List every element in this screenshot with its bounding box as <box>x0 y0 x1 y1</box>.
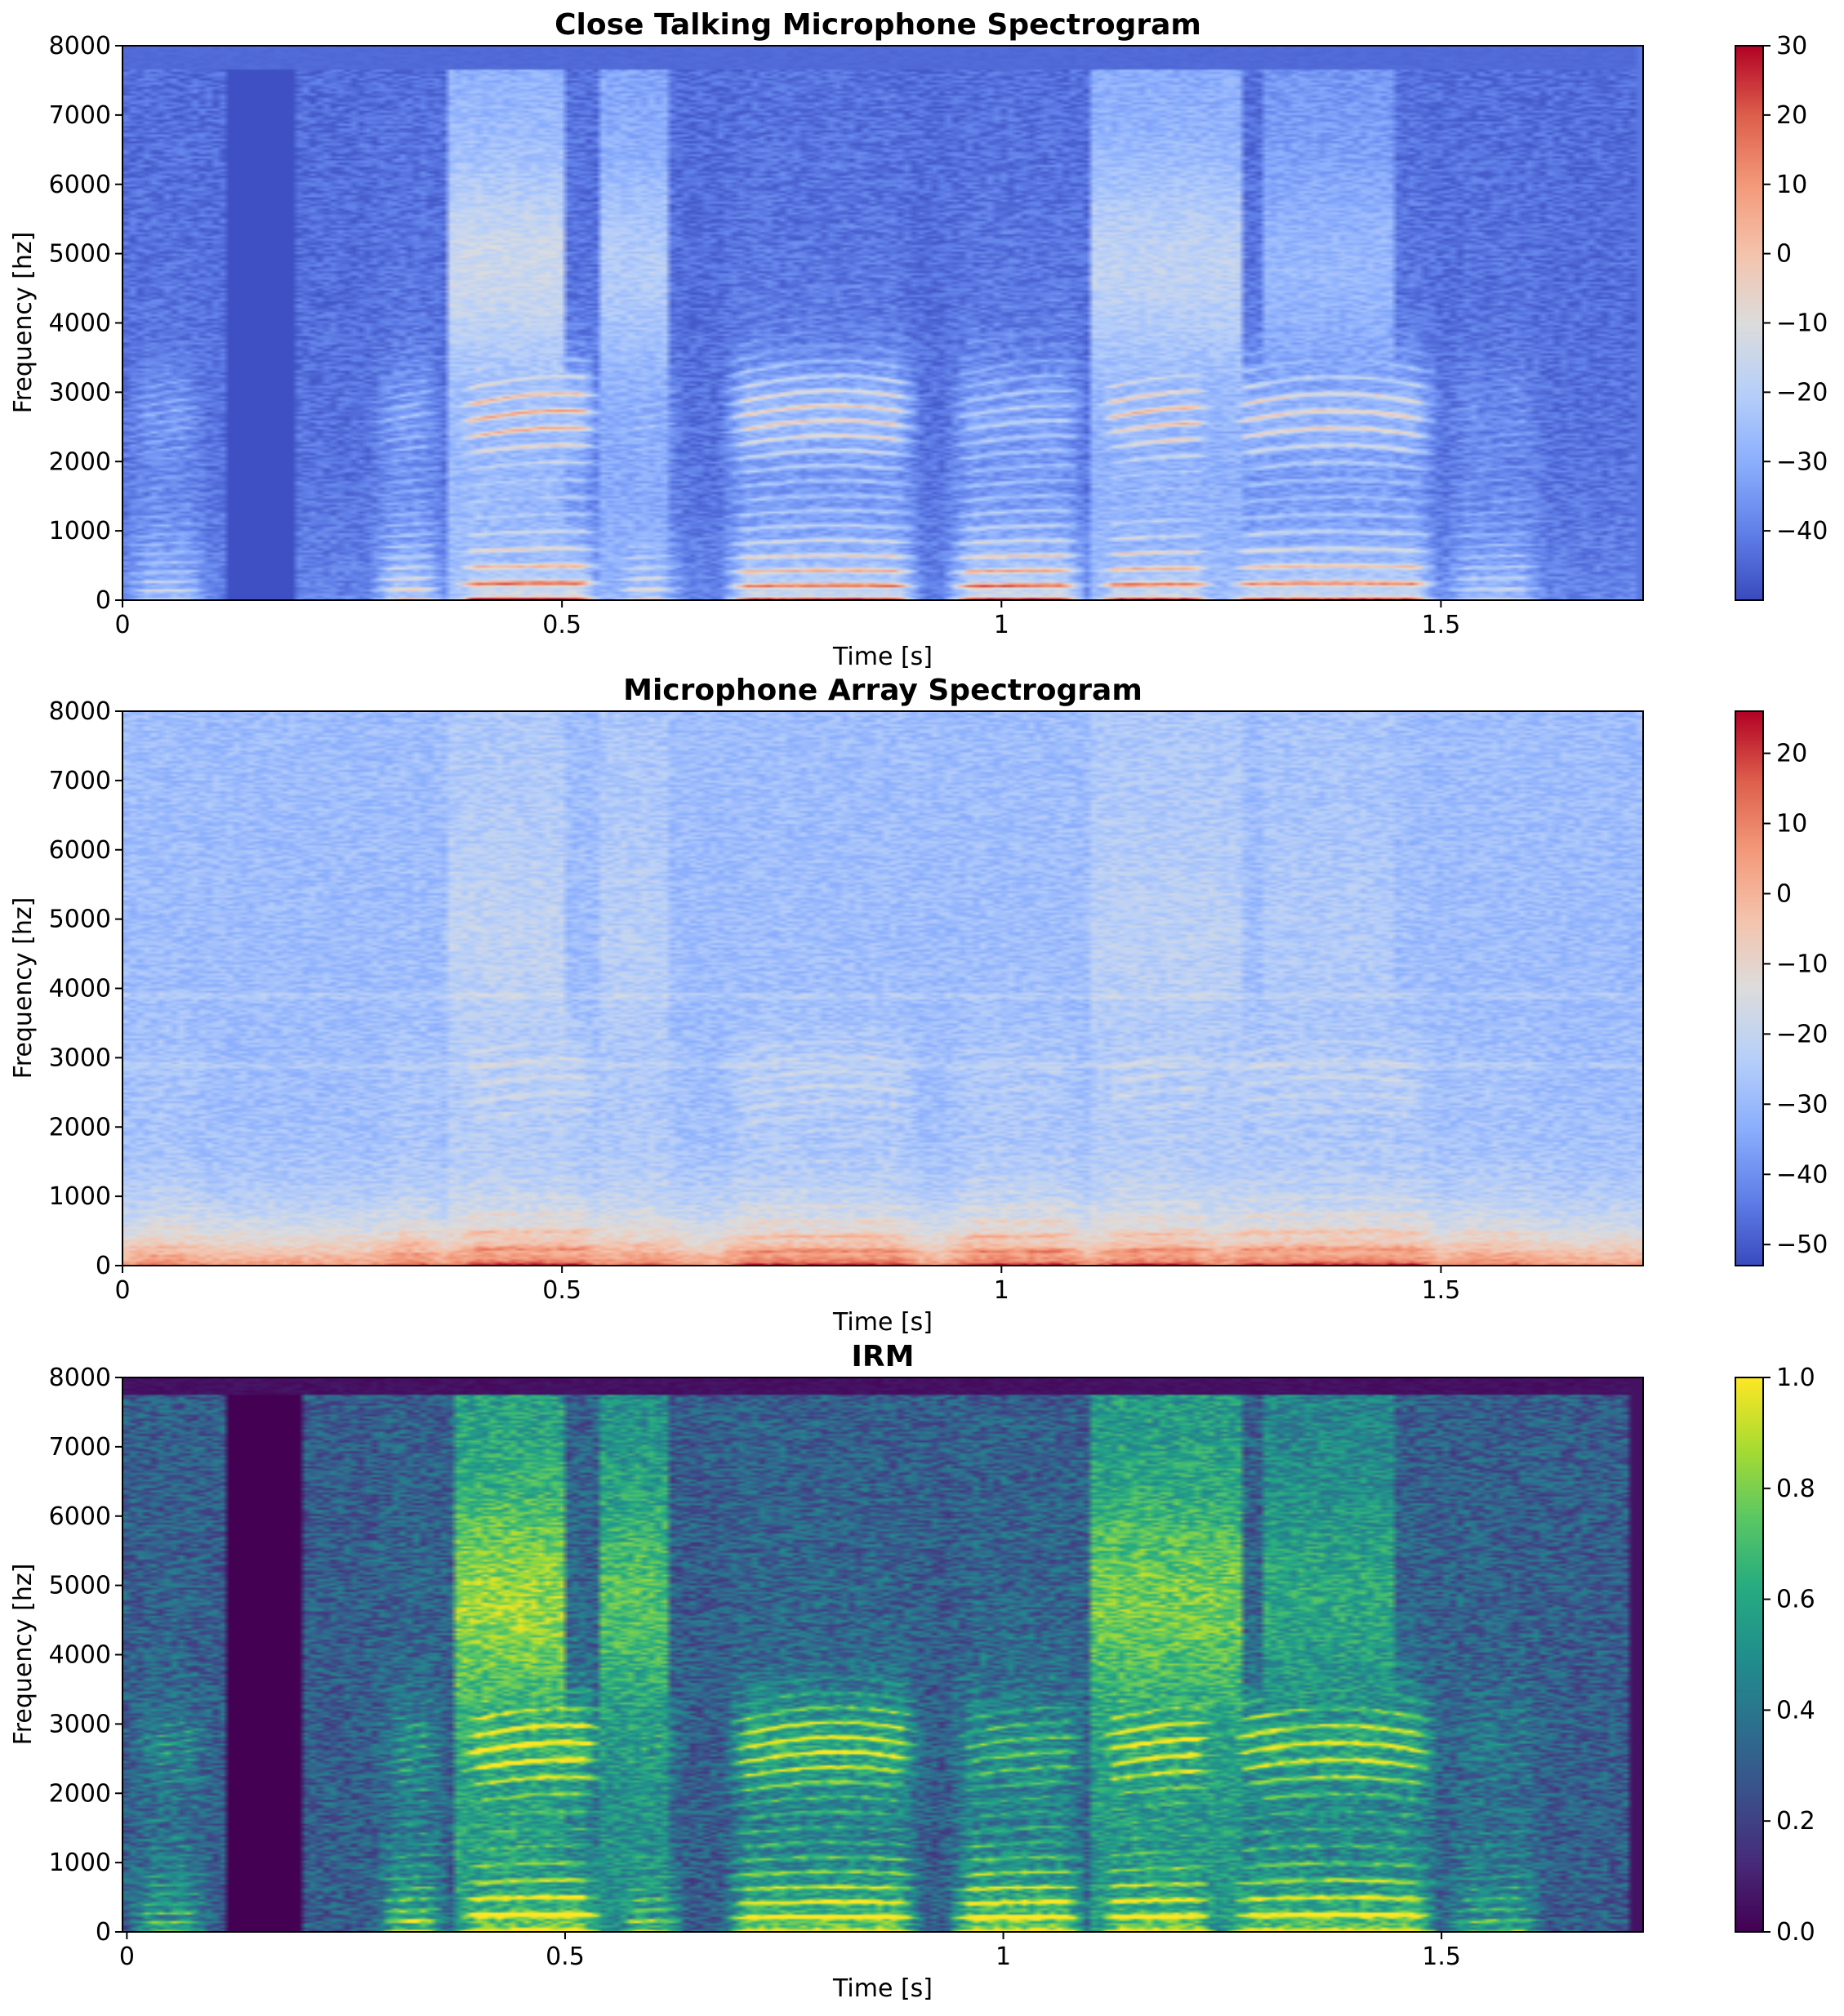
colorbar-frame <box>1735 1377 1764 1933</box>
colorbar-tick-label: 0 <box>1776 879 1792 908</box>
panel-title: Microphone Array Spectrogram <box>623 674 1142 707</box>
y-tick-label: 3000 <box>49 378 111 407</box>
colorbar-tick-label: 0 <box>1776 240 1792 269</box>
y-axis-label: Frequency [hz] <box>9 1564 38 1746</box>
y-tick-label: 7000 <box>49 101 111 130</box>
x-tick-label: 1 <box>995 1943 1011 1971</box>
y-tick-label: 6000 <box>49 836 111 865</box>
colorbar-axis: −50 −40 −30 −20 −10 0 10 20 <box>1763 740 1828 1259</box>
colorbar <box>1735 711 1763 1266</box>
colorbar-tick-label: 20 <box>1776 101 1807 130</box>
colorbar-tick-label: 1.0 <box>1776 1364 1815 1392</box>
colorbar-frame <box>1735 710 1764 1266</box>
y-tick-label: 5000 <box>49 1572 111 1600</box>
y-axis-label: Frequency [hz] <box>9 232 38 414</box>
x-axis: 0 0.5 1 1.5 <box>119 1932 1461 1971</box>
y-axis: 0 1000 2000 3000 4000 5000 6000 7000 8000 <box>49 697 122 1280</box>
colorbar-tick-label: 0.2 <box>1776 1807 1815 1836</box>
colorbar-tick-label: 10 <box>1776 171 1807 199</box>
colorbar-tick-label: −30 <box>1776 1090 1828 1119</box>
y-axis: 0 1000 2000 3000 4000 5000 6000 7000 8000 <box>49 1364 122 1947</box>
x-axis: 0 0.5 1 1.5 <box>114 600 1460 639</box>
colorbar-tick-label: −10 <box>1776 309 1828 338</box>
irm-heatmap <box>122 1377 1643 1932</box>
colorbar-axis: −40 −30 −20 −10 0 10 20 30 <box>1763 32 1828 545</box>
colorbar-tick-label: −30 <box>1776 447 1828 476</box>
spectrogram-heatmap <box>122 711 1643 1266</box>
y-tick-label: 8000 <box>49 697 111 726</box>
y-tick-label: 3000 <box>49 1710 111 1738</box>
y-tick-label: 4000 <box>49 1641 111 1670</box>
colorbar-tick-label: 0.4 <box>1776 1696 1815 1725</box>
panel-title: IRM <box>852 1340 915 1373</box>
spectrogram-heatmap <box>122 46 1643 600</box>
y-tick-label: 2000 <box>49 1779 111 1808</box>
colorbar-tick-label: −40 <box>1776 517 1828 545</box>
y-tick-label: 4000 <box>49 975 111 1004</box>
x-tick-label: 1 <box>994 1276 1009 1305</box>
y-tick-label: 1000 <box>49 1182 111 1211</box>
y-tick-label: 2000 <box>49 447 111 476</box>
x-axis-label: Time [s] <box>832 1308 933 1337</box>
y-tick-label: 7000 <box>49 767 111 795</box>
x-axis: 0 0.5 1 1.5 <box>114 1266 1460 1305</box>
y-tick-label: 0 <box>96 1918 111 1947</box>
y-tick-label: 0 <box>96 586 111 615</box>
y-tick-label: 8000 <box>49 32 111 60</box>
y-tick-label: 4000 <box>49 309 111 338</box>
colorbar-tick-label: −50 <box>1776 1231 1828 1259</box>
colorbar-tick-label: 10 <box>1776 810 1807 839</box>
y-axis-label: Frequency [hz] <box>9 897 38 1079</box>
y-tick-label: 8000 <box>49 1364 111 1392</box>
y-tick-label: 5000 <box>49 240 111 269</box>
x-axis-label: Time [s] <box>832 643 933 671</box>
colorbar-axis: 0.0 0.2 0.4 0.6 0.8 1.0 <box>1763 1364 1815 1947</box>
y-tick-label: 6000 <box>49 1502 111 1531</box>
x-tick-label: 1.5 <box>1422 1276 1461 1305</box>
colorbar-tick-label: −40 <box>1776 1160 1828 1189</box>
x-tick-label: 1 <box>994 611 1009 639</box>
y-axis: 0 1000 2000 3000 4000 5000 6000 7000 8000 <box>49 32 122 615</box>
colorbar <box>1735 1377 1763 1932</box>
panel-title: Close Talking Microphone Spectrogram <box>555 8 1201 42</box>
y-tick-label: 2000 <box>49 1113 111 1142</box>
colorbar-tick-label: 0.6 <box>1776 1586 1815 1614</box>
y-tick-label: 7000 <box>49 1433 111 1462</box>
colorbar-tick-label: −10 <box>1776 950 1828 978</box>
x-tick-label: 0 <box>114 1276 130 1305</box>
colorbar-tick-label: 20 <box>1776 740 1807 768</box>
y-tick-label: 6000 <box>49 171 111 199</box>
x-tick-label: 1.5 <box>1422 611 1461 639</box>
colorbar <box>1735 46 1763 600</box>
y-tick-label: 0 <box>96 1252 111 1280</box>
panel-microphone-array: Microphone Array Spectrogram 01000200030… <box>9 674 1828 1337</box>
colorbar-tick-label: 30 <box>1776 32 1807 60</box>
colorbar-tick-label: −20 <box>1776 378 1828 407</box>
panel-close-talking: Close Talking Microphone Spectrogram 010… <box>9 8 1828 671</box>
colorbar-tick-label: 0.0 <box>1776 1918 1815 1947</box>
y-tick-label: 1000 <box>49 517 111 545</box>
x-tick-label: 0 <box>119 1943 135 1971</box>
y-tick-label: 1000 <box>49 1849 111 1877</box>
x-tick-label: 1.5 <box>1422 1943 1461 1971</box>
x-axis-label: Time [s] <box>832 1974 933 2003</box>
y-tick-label: 3000 <box>49 1044 111 1072</box>
colorbar-tick-label: −20 <box>1776 1020 1828 1048</box>
y-tick-label: 5000 <box>49 906 111 934</box>
x-tick-label: 0.5 <box>542 1276 581 1305</box>
x-tick-label: 0 <box>114 611 130 639</box>
colorbar-tick-label: 0.8 <box>1776 1475 1815 1503</box>
x-tick-label: 0.5 <box>542 611 581 639</box>
x-tick-label: 0.5 <box>546 1943 585 1971</box>
